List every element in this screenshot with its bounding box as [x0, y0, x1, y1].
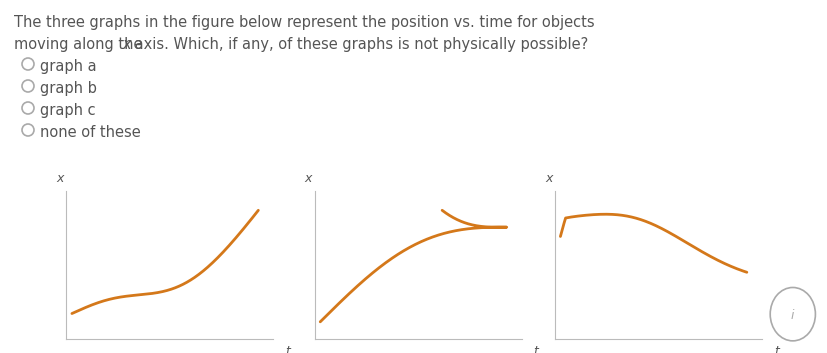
Text: graph a: graph a — [40, 59, 97, 74]
Text: t: t — [285, 345, 289, 353]
Text: The three graphs in the figure below represent the position vs. time for objects: The three graphs in the figure below rep… — [14, 15, 594, 30]
Text: x: x — [122, 37, 131, 52]
Text: none of these: none of these — [40, 125, 141, 140]
Text: graph b: graph b — [40, 81, 97, 96]
Text: t: t — [533, 345, 538, 353]
Text: x: x — [304, 172, 312, 185]
Text: x: x — [544, 172, 552, 185]
Text: graph c: graph c — [40, 103, 95, 118]
Text: i: i — [790, 309, 794, 322]
Text: t: t — [773, 345, 777, 353]
Text: axis. Which, if any, of these graphs is not physically possible?: axis. Which, if any, of these graphs is … — [130, 37, 587, 52]
Text: x: x — [56, 172, 64, 185]
Text: moving along the: moving along the — [14, 37, 147, 52]
